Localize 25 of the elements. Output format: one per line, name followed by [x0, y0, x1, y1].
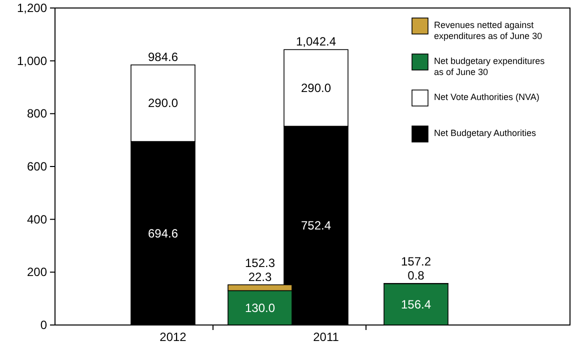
y-tick-label: 200 — [26, 265, 48, 280]
data-label: 130.0 — [244, 300, 276, 315]
legend-label: Net Budgetary Authorities — [434, 128, 537, 138]
y-tick-label: 600 — [26, 160, 48, 174]
y-tick-label: 0 — [40, 318, 48, 332]
total-label: 157.2 — [400, 254, 432, 268]
data-label: 290.0 — [300, 80, 332, 95]
y-tick-label: 400 — [26, 212, 48, 226]
data-label: 156.4 — [400, 297, 432, 312]
total-label: 1,042.4 — [296, 34, 336, 49]
legend-label: Net Vote Authorities (NVA) — [434, 92, 540, 102]
legend-label: Net budgetary expenditures as of June 30 — [434, 56, 546, 77]
x-tick-label: 2011 — [313, 330, 340, 344]
legend-label: Revenues netted against expenditures as of June 30 — [434, 20, 542, 41]
total-label: 984.6 — [148, 50, 178, 64]
data-label: 22.3 — [248, 270, 272, 284]
y-tick-label: 800 — [26, 106, 48, 121]
data-label: 752.4 — [300, 218, 332, 233]
y-tick-label: 1,200 — [16, 1, 48, 15]
data-label: 290.0 — [148, 96, 178, 110]
x-tick-label: 2012 — [160, 330, 187, 344]
data-label: 0.8 — [408, 268, 425, 282]
data-label: 694.6 — [148, 226, 178, 240]
total-label: 152.3 — [244, 256, 276, 270]
y-tick-label: 1,000 — [16, 54, 48, 68]
